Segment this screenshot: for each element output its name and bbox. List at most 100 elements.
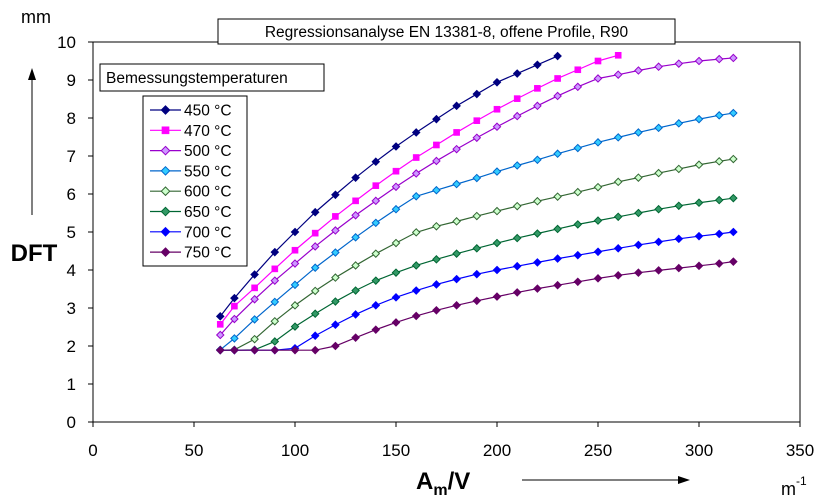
x-tick-label: 200: [483, 441, 511, 460]
data-point: [371, 196, 381, 206]
data-point: [230, 334, 239, 343]
data-point: [613, 244, 623, 253]
data-point: [593, 216, 603, 225]
data-point: [694, 114, 704, 124]
data-point: [351, 173, 360, 182]
y-tick-label: 4: [67, 261, 76, 280]
data-point: [694, 160, 704, 170]
data-point: [729, 193, 738, 203]
data-point: [512, 288, 522, 297]
data-point: [452, 144, 461, 154]
data-point: [694, 231, 704, 241]
series-700c: [215, 227, 738, 355]
data-point: [593, 247, 603, 257]
data-point: [553, 280, 562, 290]
data-point: [411, 128, 421, 137]
series-500c: [215, 53, 738, 340]
legend-label: 650 °C: [184, 204, 232, 221]
data-point: [533, 101, 542, 111]
data-point: [534, 85, 541, 92]
data-point: [553, 91, 562, 101]
x-axis-unit: m-1: [781, 474, 807, 497]
data-point: [613, 133, 623, 142]
data-point: [331, 297, 340, 306]
x-axis-unit-base: m: [781, 479, 796, 497]
data-point: [593, 274, 603, 283]
data-point: [714, 111, 724, 120]
data-point: [613, 271, 623, 280]
data-point: [512, 201, 522, 211]
data-point: [729, 108, 738, 118]
series-450c: [215, 51, 562, 321]
data-point: [230, 314, 239, 324]
x-axis-label-tail: /V: [448, 468, 471, 495]
data-point: [216, 321, 224, 328]
legend-entry: 500 °C: [150, 143, 232, 160]
data-point: [472, 244, 482, 253]
data-point: [331, 226, 340, 235]
x-axis-label-sub: m: [433, 482, 447, 497]
data-point: [310, 286, 320, 296]
data-point: [310, 263, 320, 273]
data-point: [371, 301, 381, 310]
data-point: [411, 191, 421, 201]
data-point: [714, 157, 724, 166]
data-point: [270, 297, 280, 307]
data-point: [654, 168, 663, 178]
data-point: [729, 53, 738, 63]
data-point: [674, 59, 684, 68]
data-point: [513, 95, 521, 102]
data-point: [270, 247, 280, 257]
data-point: [452, 274, 461, 284]
data-point: [533, 155, 542, 165]
data-point: [694, 198, 704, 208]
y-axis-unit: mm: [21, 7, 51, 27]
data-point: [371, 249, 381, 258]
data-point: [654, 204, 663, 214]
legend-entry: 450 °C: [150, 103, 232, 120]
data-point: [472, 89, 482, 99]
legend-marker: [161, 126, 170, 135]
data-point: [714, 54, 724, 64]
data-point: [432, 185, 441, 195]
data-point: [230, 345, 239, 355]
legend-marker: [160, 105, 171, 115]
series-600c: [215, 154, 738, 355]
data-point: [432, 114, 441, 124]
x-tick-labels: 0 50 100 150 200 250 300 350: [88, 441, 814, 460]
data-point: [351, 333, 360, 342]
data-point: [634, 268, 643, 277]
legend-label: 450 °C: [184, 103, 232, 120]
data-point: [250, 345, 259, 355]
data-point: [251, 284, 258, 292]
data-point: [411, 228, 421, 237]
data-point: [391, 142, 401, 151]
x-axis-label-main: A: [416, 468, 433, 495]
y-tick-label: 2: [67, 337, 76, 356]
legend-marker: [160, 206, 171, 217]
data-point: [512, 261, 522, 271]
data-point: [432, 255, 441, 264]
data-point: [371, 276, 381, 285]
data-point: [573, 187, 583, 197]
data-point: [654, 266, 663, 275]
data-point: [432, 280, 441, 289]
chart-title: Regressionsanalyse EN 13381-8, offene Pr…: [265, 24, 629, 41]
data-point: [371, 218, 381, 228]
data-point: [554, 75, 561, 82]
data-point: [411, 286, 421, 295]
data-point: [291, 246, 299, 254]
series-layer: [215, 51, 738, 355]
data-point: [512, 161, 522, 170]
legend-label: 470 °C: [184, 123, 232, 140]
data-point: [432, 156, 441, 166]
data-point: [594, 57, 602, 65]
data-point: [391, 238, 401, 248]
data-point: [694, 261, 704, 271]
data-point: [391, 318, 401, 327]
legend-marker: [160, 165, 171, 176]
data-point: [310, 242, 320, 251]
legend-label: 500 °C: [184, 143, 232, 160]
data-point: [533, 229, 542, 238]
data-point: [553, 224, 562, 234]
